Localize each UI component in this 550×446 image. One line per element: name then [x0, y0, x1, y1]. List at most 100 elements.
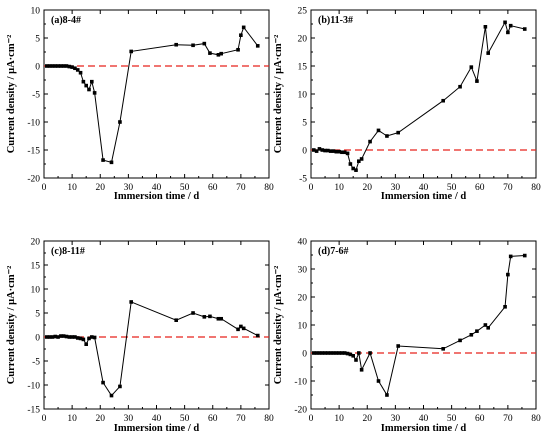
x-tick-label: 50	[180, 414, 190, 424]
data-point	[78, 336, 83, 341]
data-point	[359, 368, 364, 372]
data-point	[255, 44, 260, 48]
data-point	[508, 23, 513, 28]
plot-frame	[310, 240, 537, 410]
data-point	[314, 149, 319, 153]
data-point	[469, 65, 474, 69]
data-point	[84, 83, 88, 88]
data-point	[345, 151, 350, 156]
data-point	[73, 66, 77, 71]
x-tick-label: 60	[208, 414, 218, 424]
data-point	[396, 130, 400, 135]
data-point	[75, 68, 80, 72]
y-tick-label: 10	[298, 322, 308, 332]
y-tick-label: 20	[298, 35, 308, 45]
x-tick-label: 20	[96, 414, 106, 424]
x-tick-label: 80	[531, 414, 541, 424]
data-point	[357, 159, 361, 163]
data-point	[53, 334, 58, 339]
x-tick-label: 40	[152, 414, 162, 424]
x-tick-label: 80	[531, 183, 541, 193]
data-point	[70, 65, 74, 69]
data-point	[129, 49, 133, 54]
x-tick-label: 70	[236, 183, 246, 193]
data-point	[90, 79, 94, 84]
data-point	[320, 351, 325, 355]
y-tick-label: 20	[298, 294, 308, 304]
x-tick-label: 70	[503, 183, 513, 193]
data-point	[357, 351, 361, 355]
data-point	[326, 148, 330, 153]
data-point	[486, 51, 490, 55]
data-point	[331, 351, 336, 355]
y-tick-label: 0	[35, 334, 40, 344]
data-point	[241, 326, 246, 331]
y-tick-label: 15	[298, 63, 308, 73]
y-tick-label: 0	[302, 350, 307, 360]
x-tick-label: 50	[180, 183, 190, 193]
x-tick-label: 70	[236, 414, 246, 424]
x-tick-label: 10	[334, 183, 344, 193]
series-line	[313, 255, 525, 397]
data-point	[219, 316, 223, 321]
data-point	[331, 149, 336, 153]
x-tick-label: 30	[391, 414, 401, 424]
data-point	[255, 333, 260, 338]
data-point	[81, 79, 86, 84]
chart-panel: 0 10 20 30 40 50 60 70 80 -20 -15 -10 -5 0 5 10 (a)8-4# I…	[6, 7, 274, 203]
data-point	[334, 149, 339, 154]
data-point	[483, 25, 488, 29]
data-point	[92, 91, 97, 95]
y-tick-label: -5	[32, 91, 40, 101]
data-point	[522, 27, 527, 31]
data-point	[208, 51, 212, 55]
data-point	[67, 335, 72, 339]
data-point	[101, 158, 105, 162]
x-tick-label: 30	[124, 183, 134, 193]
data-point	[314, 351, 319, 355]
data-point	[312, 148, 316, 152]
chart-panel: 0 10 20 30 40 50 60 70 80 -20 -10 0 10 20 30 40 (d)7-6# I…	[273, 238, 541, 435]
x-tick-label: 0	[42, 183, 47, 193]
data-point	[45, 335, 49, 339]
data-point	[354, 358, 358, 362]
data-point	[56, 64, 60, 68]
data-point	[475, 329, 479, 333]
x-tick-label: 50	[447, 183, 457, 193]
data-point	[441, 347, 445, 351]
y-tick-label: 5	[35, 310, 40, 320]
data-point	[337, 351, 341, 355]
data-point	[208, 314, 212, 319]
data-point	[334, 351, 339, 355]
data-point	[503, 20, 507, 25]
series-line	[46, 26, 259, 163]
y-tick-label: 20	[31, 238, 41, 248]
data-point	[351, 166, 355, 171]
data-point	[483, 323, 488, 327]
data-point	[340, 150, 344, 155]
data-point	[101, 380, 105, 385]
data-point	[486, 326, 490, 330]
plot-frame	[43, 240, 270, 410]
data-point	[236, 327, 240, 332]
data-point	[396, 344, 400, 348]
x-tick-label: 20	[96, 183, 106, 193]
data-point	[191, 311, 195, 315]
data-point	[61, 64, 66, 68]
data-point	[475, 79, 479, 83]
x-tick-label: 10	[334, 414, 344, 424]
data-point	[67, 64, 72, 69]
data-point	[323, 351, 327, 355]
x-tick-label: 0	[42, 414, 47, 424]
x-tick-label: 20	[363, 414, 373, 424]
y-axis-title: Current density / μA·cm⁻²	[6, 266, 17, 385]
data-point	[469, 333, 474, 337]
y-tick-label: 25	[298, 7, 308, 17]
data-point	[191, 43, 195, 48]
y-tick-label: 10	[31, 7, 41, 17]
data-point	[92, 335, 97, 340]
data-point	[312, 351, 316, 355]
y-axis-title: Current density / μA·cm⁻²	[6, 35, 17, 154]
x-tick-label: 70	[503, 414, 513, 424]
